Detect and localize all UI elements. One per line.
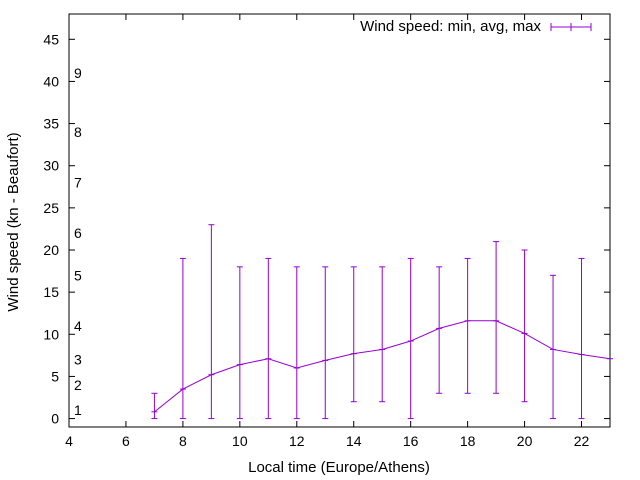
beaufort-label: 9: [74, 65, 82, 81]
x-tick-label: 4: [65, 433, 73, 449]
y-tick-label: 40: [43, 73, 59, 89]
x-tick-label: 22: [574, 433, 590, 449]
beaufort-label: 4: [74, 318, 82, 334]
y-tick-label: 0: [51, 411, 59, 427]
x-tick-label: 12: [289, 433, 305, 449]
y-tick-label: 10: [43, 326, 59, 342]
y-tick-label: 30: [43, 158, 59, 174]
x-tick-label: 18: [460, 433, 476, 449]
y-tick-label: 5: [51, 368, 59, 384]
beaufort-scale-labels: 1 2 3 4 5 6 7 8 9: [74, 65, 82, 418]
beaufort-label: 8: [74, 124, 82, 140]
x-tick-label: 16: [403, 433, 419, 449]
beaufort-label: 5: [74, 267, 82, 283]
x-axis-label: Local time (Europe/Athens): [248, 459, 430, 476]
series-wind-speed: [151, 224, 613, 420]
x-tick-label: 14: [346, 433, 362, 449]
y-tick-label: 20: [43, 242, 59, 258]
y-tick-label: 35: [43, 116, 59, 132]
x-tick-label: 10: [232, 433, 248, 449]
beaufort-label: 1: [74, 402, 82, 418]
beaufort-label: 3: [74, 352, 82, 368]
beaufort-label: 2: [74, 377, 82, 393]
x-tick-label: 8: [179, 433, 187, 449]
beaufort-label: 7: [74, 175, 82, 191]
y-axis-label: Wind speed (kn - Beaufort): [5, 132, 22, 311]
legend: Wind speed: min, avg, max: [360, 18, 592, 35]
y-tick-label: 25: [43, 200, 59, 216]
plot-frame: [68, 13, 611, 428]
x-tick-label: 20: [517, 433, 533, 449]
beaufort-label: 6: [74, 225, 82, 241]
x-axis-ticks: 4 6 8 10 12 14 16 18 20 22: [65, 14, 590, 449]
x-tick-label: 6: [122, 433, 130, 449]
legend-label: Wind speed: min, avg, max: [360, 18, 541, 35]
y-tick-label: 45: [43, 31, 59, 47]
y-tick-label: 15: [43, 284, 59, 300]
